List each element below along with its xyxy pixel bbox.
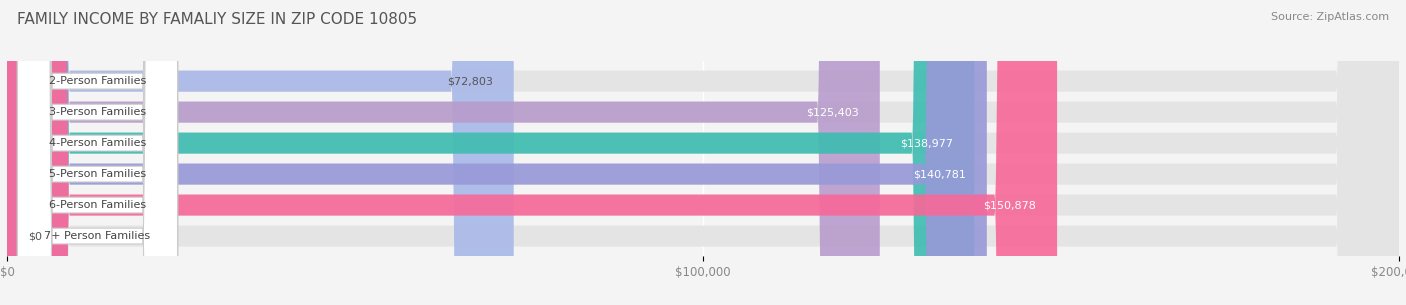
- Text: $140,781: $140,781: [912, 169, 966, 179]
- Text: 5-Person Families: 5-Person Families: [49, 169, 146, 179]
- FancyBboxPatch shape: [17, 0, 177, 305]
- FancyBboxPatch shape: [17, 0, 177, 305]
- FancyBboxPatch shape: [17, 0, 177, 305]
- Text: 4-Person Families: 4-Person Families: [49, 138, 146, 148]
- Text: 7+ Person Families: 7+ Person Families: [45, 231, 150, 241]
- FancyBboxPatch shape: [7, 0, 513, 305]
- Text: 6-Person Families: 6-Person Families: [49, 200, 146, 210]
- FancyBboxPatch shape: [7, 0, 1399, 305]
- Text: $150,878: $150,878: [983, 200, 1036, 210]
- Text: 2-Person Families: 2-Person Families: [49, 76, 146, 86]
- FancyBboxPatch shape: [7, 0, 1399, 305]
- FancyBboxPatch shape: [7, 0, 1399, 305]
- FancyBboxPatch shape: [7, 0, 1399, 305]
- Text: FAMILY INCOME BY FAMALIY SIZE IN ZIP CODE 10805: FAMILY INCOME BY FAMALIY SIZE IN ZIP COD…: [17, 12, 418, 27]
- FancyBboxPatch shape: [17, 0, 177, 305]
- Text: $125,403: $125,403: [806, 107, 859, 117]
- FancyBboxPatch shape: [7, 0, 880, 305]
- FancyBboxPatch shape: [7, 0, 1399, 305]
- Text: $138,977: $138,977: [900, 138, 953, 148]
- FancyBboxPatch shape: [17, 0, 177, 305]
- Text: $0: $0: [28, 231, 42, 241]
- Text: 3-Person Families: 3-Person Families: [49, 107, 146, 117]
- Text: $72,803: $72,803: [447, 76, 494, 86]
- FancyBboxPatch shape: [7, 0, 974, 305]
- FancyBboxPatch shape: [7, 0, 1057, 305]
- FancyBboxPatch shape: [17, 0, 177, 305]
- Text: Source: ZipAtlas.com: Source: ZipAtlas.com: [1271, 12, 1389, 22]
- FancyBboxPatch shape: [7, 0, 987, 305]
- FancyBboxPatch shape: [7, 0, 1399, 305]
